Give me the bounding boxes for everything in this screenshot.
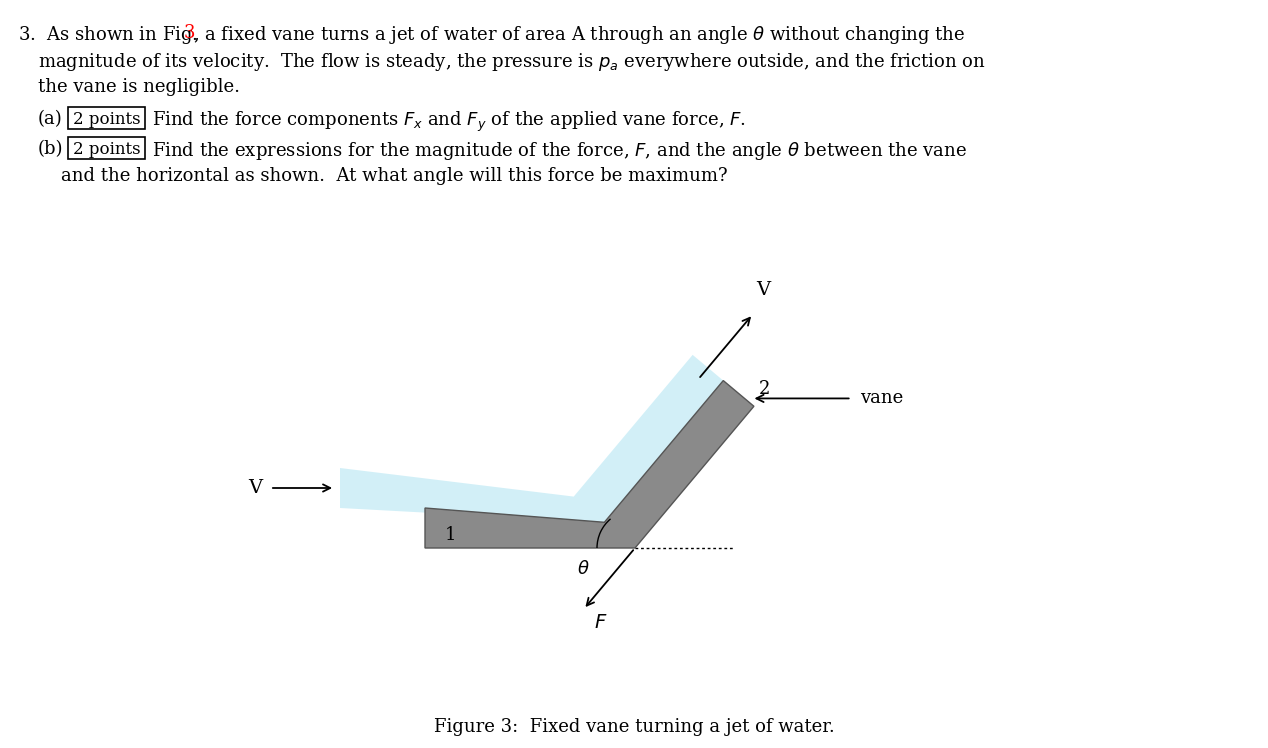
Text: , a fixed vane turns a jet of water of area A through an angle $\theta$ without : , a fixed vane turns a jet of water of a…: [193, 24, 965, 46]
Text: Find the expressions for the magnitude of the force, $F$, and the angle $\theta$: Find the expressions for the magnitude o…: [152, 140, 966, 162]
Text: 3: 3: [184, 24, 195, 42]
Bar: [68, 107, 145, 129]
Text: magnitude of its velocity.  The flow is steady, the pressure is $p_a$ everywhere: magnitude of its velocity. The flow is s…: [38, 51, 985, 73]
Text: V: V: [247, 479, 262, 497]
Text: (a): (a): [38, 110, 62, 128]
Text: (b): (b): [38, 140, 63, 158]
Text: 1: 1: [445, 526, 456, 544]
Text: and the horizontal as shown.  At what angle will this force be maximum?: and the horizontal as shown. At what ang…: [38, 167, 728, 185]
Text: 2 points: 2 points: [72, 111, 141, 127]
Polygon shape: [340, 355, 723, 522]
Text: $\theta$: $\theta$: [577, 560, 590, 578]
Text: 2: 2: [760, 380, 770, 398]
Text: Find the force components $F_x$ and $F_y$ of the applied vane force, $F$.: Find the force components $F_x$ and $F_y…: [152, 110, 746, 134]
Text: Figure 3:  Fixed vane turning a jet of water.: Figure 3: Fixed vane turning a jet of wa…: [434, 718, 834, 736]
Text: the vane is negligible.: the vane is negligible.: [38, 78, 240, 96]
Bar: [68, 137, 145, 159]
Text: vane: vane: [860, 390, 903, 408]
Text: 2 points: 2 points: [72, 141, 141, 158]
Text: 3.  As shown in Fig.$\,$: 3. As shown in Fig.$\,$: [18, 24, 198, 46]
Text: $F$: $F$: [593, 614, 607, 632]
Text: V: V: [756, 281, 770, 299]
Polygon shape: [425, 381, 754, 548]
